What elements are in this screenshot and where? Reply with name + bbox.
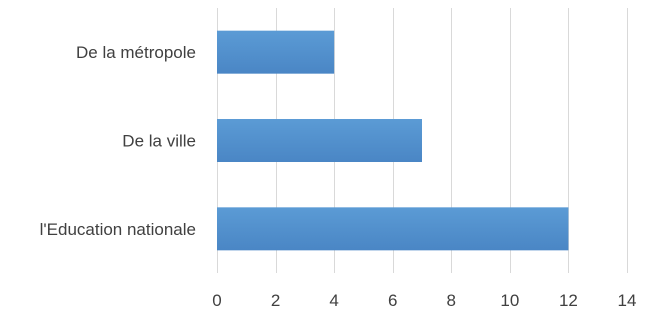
x-tick-labels: 0 2 4 6 8 10 12 14 — [212, 291, 636, 310]
x-tick-label-0: 0 — [212, 291, 221, 310]
category-labels: De la métropole De la ville l'Education na… — [40, 43, 196, 239]
bar-3 — [217, 207, 569, 251]
x-tick-label-6: 6 — [388, 291, 397, 310]
x-tick-label-8: 8 — [447, 291, 456, 310]
x-tick-label-10: 10 — [500, 291, 519, 310]
bar-1 — [217, 30, 335, 74]
x-tick-label-2: 2 — [271, 291, 280, 310]
category-label-3: l'Education nationale — [40, 220, 196, 239]
x-tick-label-14: 14 — [618, 291, 637, 310]
x-tick-label-4: 4 — [329, 291, 338, 310]
category-label-2: De la ville — [122, 132, 196, 151]
category-label-1: De la métropole — [76, 43, 196, 62]
bars — [217, 30, 569, 251]
bar-2 — [217, 119, 422, 162]
x-tick-label-12: 12 — [559, 291, 578, 310]
